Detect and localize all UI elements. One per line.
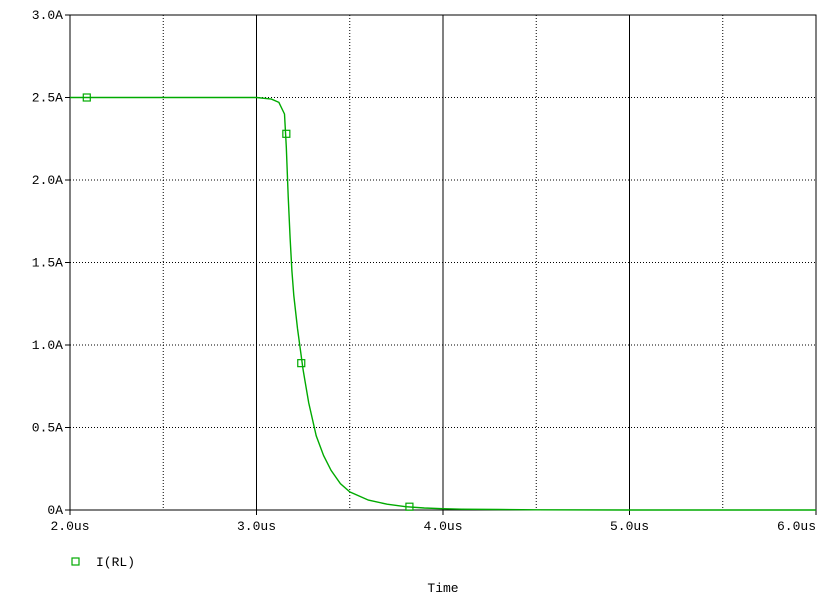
series-marker [405, 502, 414, 511]
x-tick-label: 5.0us [610, 519, 649, 534]
grid [70, 15, 816, 510]
x-axis: 2.0us 3.0us 4.0us 5.0us 6.0us [50, 510, 817, 534]
series-line [70, 96, 816, 511]
legend: I(RL) [71, 555, 135, 570]
y-tick-label: 0A [47, 503, 63, 518]
series-marker [297, 359, 306, 368]
x-tick-label: 4.0us [423, 519, 462, 534]
y-tick-label: 0.5A [32, 421, 63, 436]
y-tick-label: 1.5A [32, 256, 63, 271]
y-tick-label: 1.0A [32, 338, 63, 353]
x-axis-label: Time [427, 581, 458, 596]
y-tick-label: 2.5A [32, 91, 63, 106]
x-tick-label: 6.0us [777, 519, 816, 534]
y-tick-label: 3.0A [32, 8, 63, 23]
x-tick-label: 2.0us [50, 519, 89, 534]
series-marker [282, 129, 291, 138]
series-layer [70, 93, 816, 511]
y-tick-label: 2.0A [32, 173, 63, 188]
series-marker [82, 93, 91, 102]
legend-marker-icon [71, 557, 80, 566]
x-tick-label: 3.0us [237, 519, 276, 534]
legend-label: I(RL) [96, 555, 135, 570]
y-axis: 0A 0.5A 1.0A 1.5A 2.0A 2.5A 3.0A [32, 8, 70, 518]
